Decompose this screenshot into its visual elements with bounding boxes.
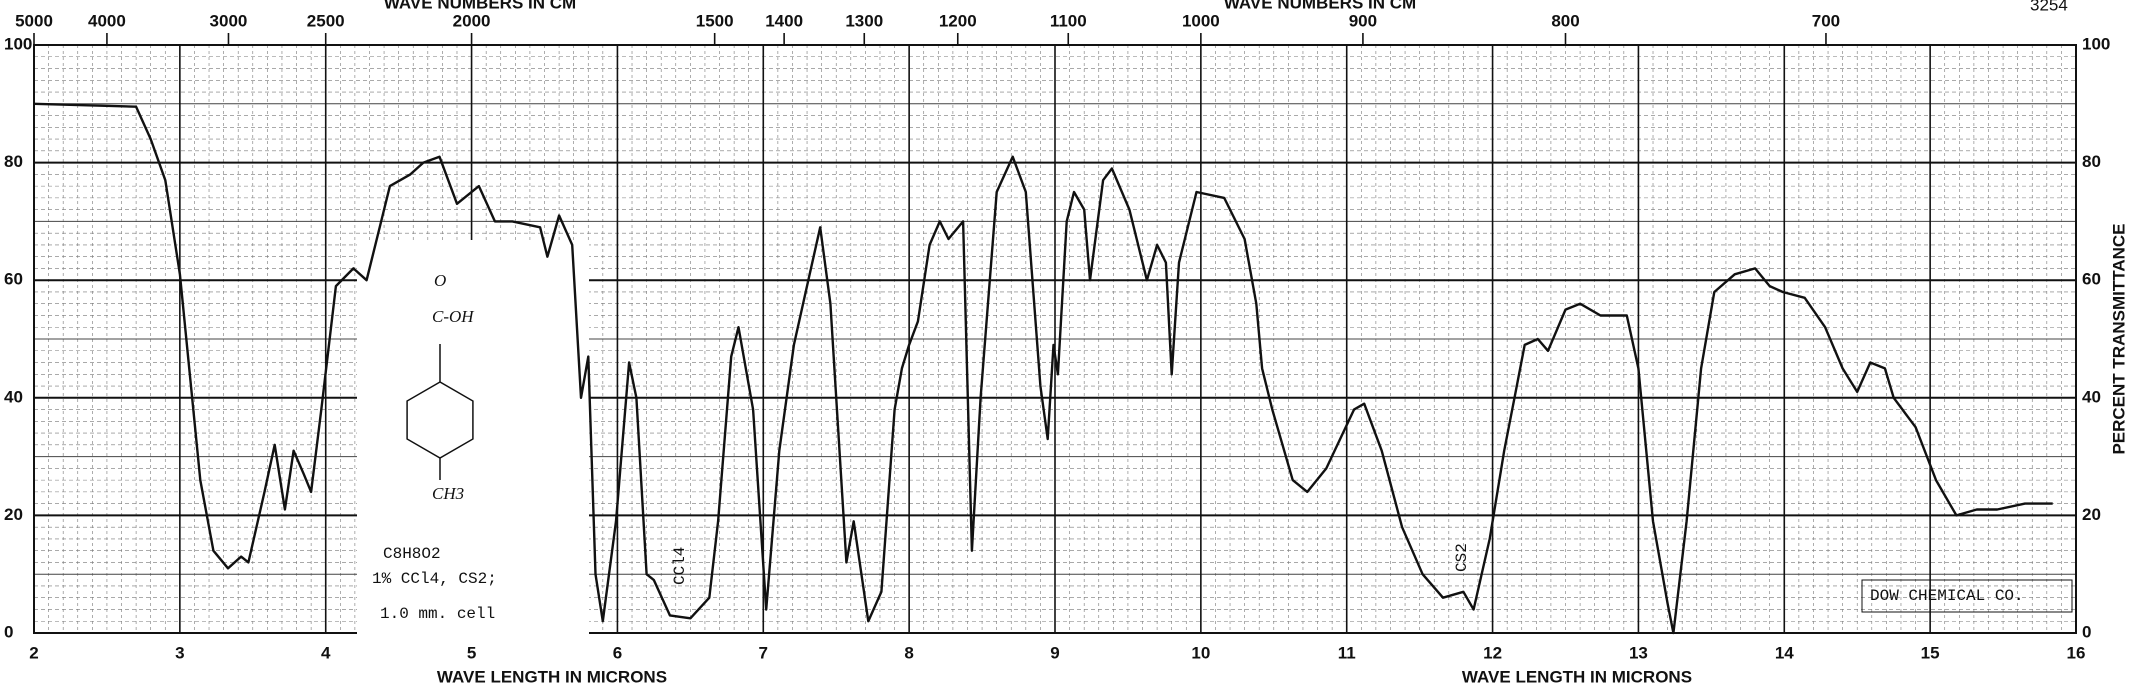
y2-tick-label: 40 <box>2082 387 2101 406</box>
top-tick-label: 900 <box>1349 11 1377 30</box>
annotation: CS2 <box>1453 543 1471 572</box>
top-tick-label: 2000 <box>453 11 491 30</box>
x-tick-label: 3 <box>175 643 184 662</box>
structure-label: CH3 <box>432 484 464 503</box>
y-tick-label: 60 <box>4 270 23 289</box>
x-tick-label: 6 <box>613 643 622 662</box>
y2-tick-label: 80 <box>2082 152 2101 171</box>
annotation: CCl4 <box>671 547 689 585</box>
top-tick-label: 1000 <box>1182 11 1220 30</box>
top-tick-label: 1500 <box>696 11 734 30</box>
x-tick-label: 5 <box>467 643 476 662</box>
x-tick-label: 16 <box>2067 643 2086 662</box>
x-tick-label: 7 <box>759 643 768 662</box>
top-tick-label: 700 <box>1812 11 1840 30</box>
top-tick-label: 4000 <box>88 11 126 30</box>
top-tick-label: 1200 <box>939 11 977 30</box>
y2-tick-label: 0 <box>2082 622 2091 641</box>
x-tick-label: 15 <box>1921 643 1940 662</box>
x-tick-label: 11 <box>1338 643 1356 662</box>
y-tick-label: 0 <box>4 622 13 641</box>
top-tick-label: 2500 <box>307 11 345 30</box>
label-box <box>1861 579 2073 613</box>
top-tick-label: 800 <box>1551 11 1579 30</box>
structure-label: C-OH <box>432 307 475 326</box>
top-axis-label: WAVE NUMBERS IN CM <box>384 0 576 12</box>
y-tick-label: 40 <box>4 387 23 406</box>
x-tick-label: 2 <box>29 643 38 662</box>
top-tick-label: 3000 <box>210 11 248 30</box>
annotation: 1.0 mm. cell <box>380 605 495 623</box>
annotation: C8H8O2 <box>383 545 441 563</box>
plot-frame <box>33 44 2077 634</box>
x-tick-label: 9 <box>1050 643 1059 662</box>
x-tick-label: 14 <box>1775 643 1794 662</box>
y-tick-label: 20 <box>4 505 23 524</box>
y-tick-label: 100 <box>4 34 32 53</box>
structure-label: O <box>434 271 446 290</box>
annotation: 1% CCl4, CS2; <box>372 570 497 588</box>
x-axis-label: WAVE LENGTH IN MICRONS <box>437 667 667 686</box>
spectrum-line <box>33 102 2053 635</box>
id-number: 3254 <box>2030 0 2068 14</box>
top-tick-label: 1400 <box>765 11 803 30</box>
x-tick-label: 10 <box>1191 643 1210 662</box>
y2-tick-label: 100 <box>2082 34 2110 53</box>
x-tick-label: 13 <box>1629 643 1648 662</box>
top-tick-label: 1100 <box>1050 11 1087 30</box>
x-tick-label: 12 <box>1483 643 1502 662</box>
top-tick-label: 1300 <box>845 11 883 30</box>
x-tick-label: 4 <box>321 643 331 662</box>
y2-axis-label: PERCENT TRANSMITTANCE <box>2109 223 2128 454</box>
y-tick-label: 80 <box>4 152 23 171</box>
y2-tick-label: 60 <box>2082 270 2101 289</box>
y2-tick-label: 20 <box>2082 505 2101 524</box>
annotation: DOW CHEMICAL CO. <box>1870 587 2024 605</box>
x-tick-label: 8 <box>904 643 913 662</box>
top-tick-label: 5000 <box>15 11 53 30</box>
x-axis-label: WAVE LENGTH IN MICRONS <box>1462 667 1692 686</box>
top-axis-label: WAVE NUMBERS IN CM <box>1224 0 1416 12</box>
